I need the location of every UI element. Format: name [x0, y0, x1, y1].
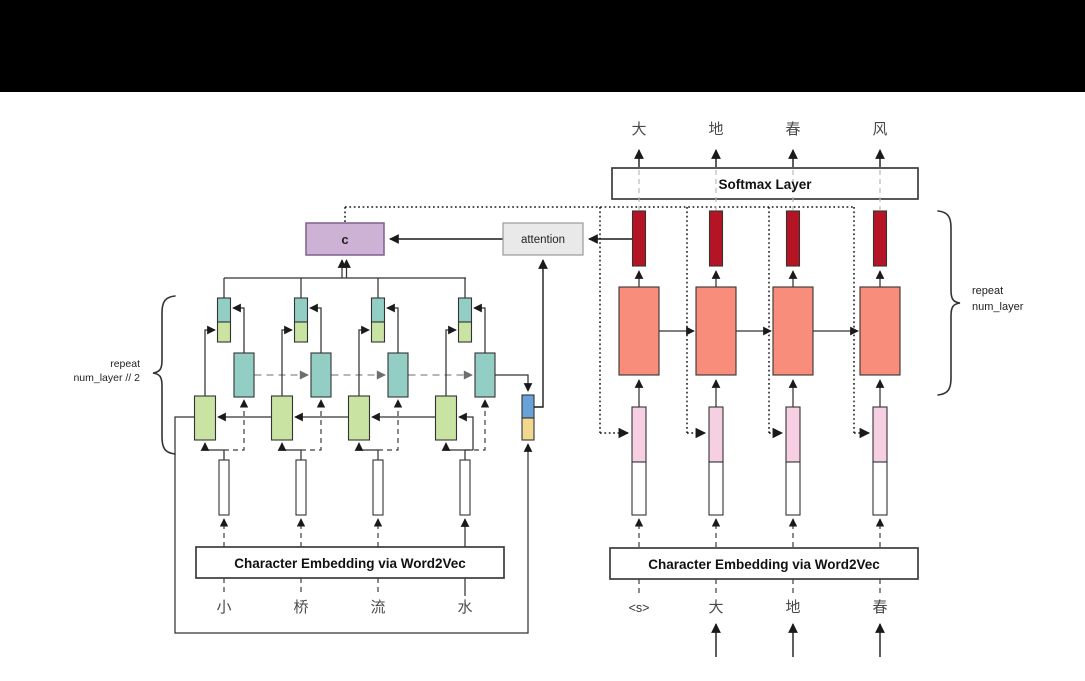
- embedding-bar: [218, 459, 230, 516]
- final-forward-state: [521, 394, 535, 419]
- input-bar-context-part: [708, 406, 724, 463]
- decoder-embedding-box: [609, 547, 919, 580]
- decoder-rnn-cells: [618, 286, 901, 376]
- encoder-output-bus: [224, 259, 466, 279]
- forward-rnn-cell: [310, 352, 332, 398]
- decoder-rnn-cell: [618, 286, 660, 376]
- decoder-output-arrows: [634, 149, 885, 167]
- svg-text:num_layer // 2: num_layer // 2: [73, 372, 140, 384]
- forward-rnn-cell: [474, 352, 496, 398]
- decoder-rnn-cell: [695, 286, 737, 376]
- decoder-state-bar: [708, 210, 724, 267]
- encoder-input-char: 水: [457, 599, 472, 616]
- decoder-input-bars: [631, 406, 888, 516]
- encoder-input-char: 流: [370, 599, 385, 616]
- decoder-output-char: 风: [872, 121, 887, 138]
- context-vector-box: [305, 222, 385, 256]
- decoder-repeat-brace: [937, 210, 961, 396]
- encoder-forward-rnn-cells: [233, 352, 496, 398]
- encoder-concat-state-bars: [216, 297, 473, 343]
- encoder-final-state-loop: [174, 416, 533, 634]
- decoder-rnn-cell: [772, 286, 814, 376]
- top-black-band: [0, 0, 1085, 92]
- backward-rnn-cell: [347, 395, 371, 441]
- forward-rnn-cell: [387, 352, 409, 398]
- forward-rnn-cell: [233, 352, 255, 398]
- input-bar-embedding-part: [708, 461, 724, 516]
- embedding-bar: [459, 459, 471, 516]
- svg-text:repeat: repeat: [972, 285, 1003, 297]
- attention-label: attention: [521, 234, 565, 246]
- embedding-bar: [295, 459, 307, 516]
- final-backward-state: [521, 417, 535, 441]
- decoder-output-chars: 大 地 春 风: [631, 121, 887, 138]
- decoder-input-token: 春: [872, 599, 887, 616]
- decoder-input-tokens: <s> 大 地 春: [629, 599, 888, 616]
- softmax-layer-box: [611, 167, 919, 200]
- concat-bar-backward-part: [216, 321, 232, 343]
- concat-bar-backward-part: [457, 321, 473, 343]
- decoder-state-bar: [785, 210, 801, 267]
- input-bar-context-part: [785, 406, 801, 463]
- input-bar-embedding-part: [631, 461, 647, 516]
- decoder-repeat-label: repeat num_layer: [972, 285, 1024, 313]
- decoder-state-bar: [631, 210, 647, 267]
- decoder-embedding-label: Character Embedding via Word2Vec: [648, 557, 880, 572]
- encoder-repeat-brace: [152, 295, 176, 455]
- encoder-embedding-label: Character Embedding via Word2Vec: [234, 556, 466, 571]
- encoder-input-char: 小: [216, 599, 231, 616]
- context-feed-dotted-lines: [344, 206, 871, 439]
- decoder-input-feed-arrows: [711, 623, 885, 657]
- input-bar-embedding-part: [785, 461, 801, 516]
- input-bar-embedding-part: [872, 461, 888, 516]
- decoder-output-char: 春: [785, 121, 800, 138]
- encoder-backward-rnn-cells: [193, 395, 458, 441]
- encoder-column-wiring: [200, 278, 490, 596]
- encoder-backward-chain: [217, 412, 474, 451]
- encoder-embedding-bars: [218, 459, 471, 516]
- encoder-input-char: 桥: [293, 599, 308, 616]
- softmax-pass-through-lines: [638, 170, 881, 210]
- concat-bar-backward-part: [293, 321, 309, 343]
- context-vector-label: c: [341, 232, 348, 247]
- backward-rnn-cell: [270, 395, 294, 441]
- decoder-input-token: 大: [708, 599, 723, 616]
- softmax-layer-label: Softmax Layer: [718, 177, 812, 192]
- input-bar-context-part: [872, 406, 888, 463]
- svg-text:repeat: repeat: [110, 358, 140, 370]
- encoder-final-concat-bar: [495, 259, 548, 441]
- encoder-embedding-box: [195, 546, 505, 579]
- decoder-column-wiring: [634, 270, 885, 596]
- decoder-state-bar: [872, 210, 888, 267]
- decoder-input-token: <s>: [629, 601, 650, 615]
- decoder-output-char: 大: [631, 121, 646, 138]
- backward-rnn-cell: [434, 395, 458, 441]
- decoder-state-bars: [631, 210, 888, 267]
- context-and-attention: c attention: [305, 222, 632, 256]
- encoder-repeat-label: repeat num_layer // 2: [73, 358, 140, 384]
- input-bar-context-part: [631, 406, 647, 463]
- decoder-input-token: 地: [785, 599, 800, 616]
- concat-bar-forward-part: [216, 297, 232, 323]
- svg-text:num_layer: num_layer: [972, 301, 1024, 313]
- encoder-input-chars: 小 桥 流 水: [216, 599, 472, 616]
- concat-bar-forward-part: [457, 297, 473, 323]
- concat-bar-forward-part: [370, 297, 386, 323]
- attention-box: [502, 222, 584, 256]
- concat-bar-backward-part: [370, 321, 386, 343]
- embedding-bar: [372, 459, 384, 516]
- decoder-output-char: 地: [708, 121, 723, 138]
- concat-bar-forward-part: [293, 297, 309, 323]
- backward-rnn-cell: [193, 395, 217, 441]
- decoder-rnn-cell: [859, 286, 901, 376]
